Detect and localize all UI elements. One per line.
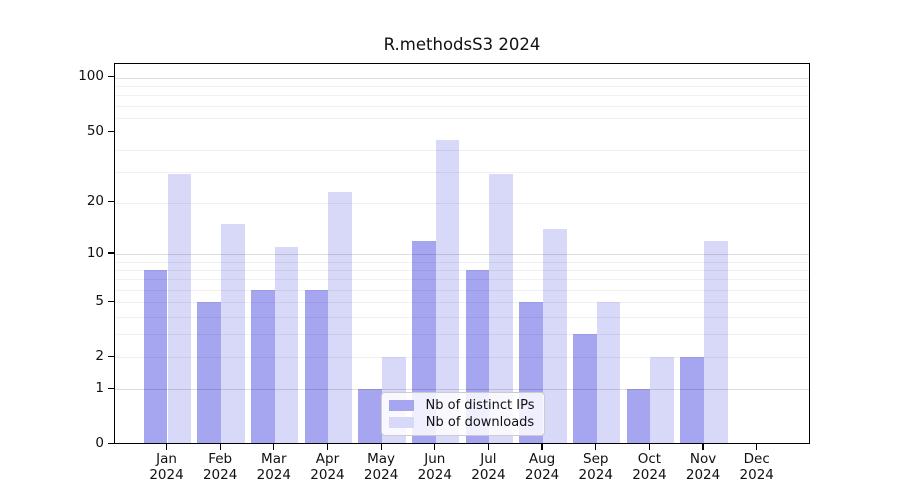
- chart-title: R.methodsS3 2024: [383, 35, 541, 54]
- x-tick-mark-oct: [648, 444, 650, 450]
- y-tick-label-10: 10: [86, 244, 104, 261]
- x-tick-label-nov: Nov 2024: [685, 451, 721, 483]
- gridline-70: [115, 105, 809, 107]
- bar-downloads-jan: [167, 174, 192, 444]
- y-tick-mark-100: [108, 76, 114, 78]
- y-tick-mark-5: [108, 300, 114, 302]
- bar-ips-jan: [143, 269, 168, 444]
- legend-label-downloads: Nb of downloads: [425, 415, 535, 430]
- gridline-80: [115, 95, 809, 97]
- legend: Nb of distinct IPs Nb of downloads: [381, 392, 545, 436]
- x-tick-mark-may: [380, 444, 382, 450]
- plot-area: [114, 63, 810, 444]
- gridline-60: [115, 117, 809, 119]
- y-tick-label-5: 5: [95, 292, 104, 309]
- y-tick-label-0: 0: [95, 435, 104, 451]
- x-tick-label-aug: Aug 2024: [524, 451, 560, 483]
- bar-ips-mar: [251, 289, 275, 444]
- x-tick-label-dec: Dec 2024: [739, 451, 774, 483]
- y-tick-label-20: 20: [86, 193, 104, 210]
- x-tick-mark-dec: [756, 444, 758, 450]
- gridline-20: [115, 202, 809, 204]
- bar-ips-nov: [680, 357, 705, 444]
- legend-swatch-downloads: [389, 417, 414, 428]
- x-tick-mark-feb: [219, 444, 221, 450]
- x-tick-label-oct: Oct 2024: [632, 451, 667, 483]
- x-tick-label-jun: Jun 2024: [417, 451, 452, 483]
- gridline-90: [115, 86, 809, 88]
- x-tick-mark-jul: [487, 444, 490, 450]
- legend-item-distinct-ips: Nb of distinct IPs: [389, 397, 537, 414]
- bar-downloads-jun: [435, 140, 460, 444]
- y-tick-label-1: 1: [95, 379, 104, 396]
- bar-downloads-oct: [650, 357, 675, 444]
- gridline-major-100: [115, 77, 809, 79]
- x-tick-label-apr: Apr 2024: [310, 451, 345, 483]
- y-tick-label-100: 100: [78, 68, 104, 85]
- y-tick-mark-1: [108, 387, 114, 390]
- bar-ips-may: [358, 389, 383, 444]
- x-tick-mark-apr: [326, 444, 329, 450]
- x-tick-mark-sep: [595, 444, 597, 450]
- x-tick-label-jul: Jul 2024: [471, 451, 506, 483]
- x-tick-label-jan: Jan 2024: [149, 451, 184, 483]
- bar-downloads-aug: [543, 229, 567, 444]
- x-tick-label-mar: Mar 2024: [256, 451, 291, 483]
- y-tick-mark-20: [108, 201, 114, 203]
- y-tick-mark-0: [108, 442, 114, 445]
- bar-downloads-jul: [489, 174, 514, 444]
- gridline-30: [115, 171, 809, 173]
- x-tick-mark-jan: [165, 444, 168, 450]
- bar-downloads-apr: [328, 192, 353, 444]
- x-tick-mark-nov: [702, 444, 704, 450]
- legend-item-downloads: Nb of downloads: [389, 414, 537, 431]
- bar-ips-oct: [626, 389, 651, 444]
- x-tick-mark-aug: [541, 444, 543, 450]
- bar-downloads-feb: [221, 224, 245, 444]
- y-tick-mark-50: [108, 130, 114, 132]
- bar-downloads-sep: [596, 302, 621, 444]
- x-tick-label-may: May 2024: [363, 451, 399, 483]
- legend-swatch-distinct-ips: [389, 400, 414, 411]
- gridline-40: [115, 149, 809, 151]
- x-tick-mark-jun: [434, 444, 436, 450]
- legend-label-distinct-ips: Nb of distinct IPs: [425, 398, 535, 413]
- bar-ips-apr: [304, 289, 329, 444]
- x-tick-label-feb: Feb 2024: [202, 451, 238, 483]
- x-tick-label-sep: Sep 2024: [578, 451, 613, 483]
- bar-ips-feb: [197, 302, 222, 444]
- y-tick-mark-10: [108, 252, 114, 254]
- bar-downloads-mar: [274, 247, 299, 444]
- x-tick-mark-mar: [273, 444, 275, 450]
- y-tick-label-50: 50: [86, 122, 104, 139]
- y-tick-label-2: 2: [95, 347, 104, 364]
- y-tick-mark-2: [108, 355, 114, 357]
- bar-ips-sep: [573, 334, 597, 444]
- bar-downloads-nov: [704, 240, 728, 444]
